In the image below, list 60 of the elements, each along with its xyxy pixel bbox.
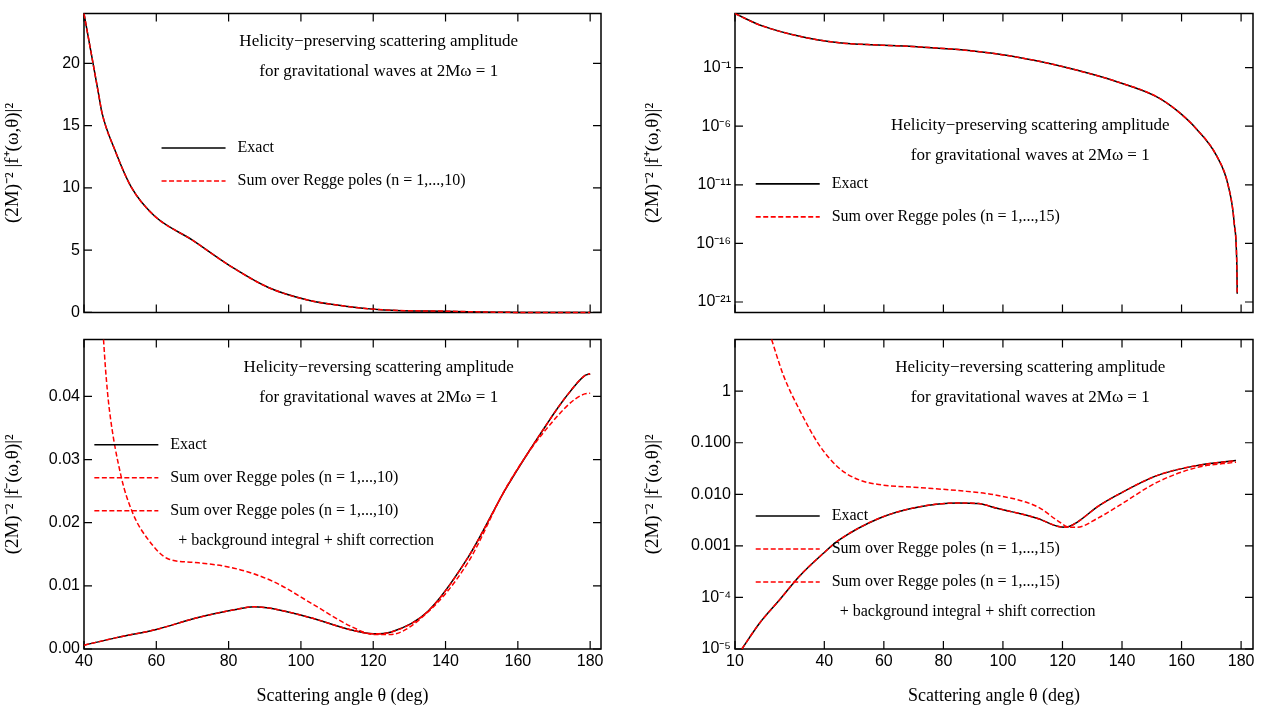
legend-label: Exact — [831, 174, 869, 192]
x-tick-label: 180 — [1227, 652, 1255, 670]
text: Helicity−preserving scattering amplitude — [890, 115, 1170, 135]
y-tick-label: 0.02 — [48, 513, 81, 531]
y-tick-label: 0.03 — [48, 449, 81, 467]
y-tick-label: 10⁻²¹ — [697, 292, 731, 310]
x-tick-label: 80 — [934, 652, 953, 670]
x-tick-label: 60 — [147, 652, 166, 670]
y-tick-label: 20 — [62, 53, 81, 71]
y-tick-label: 0.010 — [690, 484, 732, 502]
y-tick-label: 0.04 — [48, 386, 81, 404]
text: Helicity−reversing scattering amplitude — [243, 357, 514, 377]
x-tick-label: 80 — [219, 652, 238, 670]
legend-label: Exact — [237, 138, 275, 156]
legend-label: Sum over Regge poles (n = 1,...,15) + background integral + shift correction — [831, 572, 1096, 621]
y-tick-label: 10 — [62, 178, 81, 196]
x-tick-label: 180 — [576, 652, 604, 670]
x-tick-label: 100 — [287, 652, 315, 670]
y-axis-title: (2M)⁻² |f⁻(ω,θ)|² — [641, 433, 664, 555]
x-tick-label: 160 — [504, 652, 532, 670]
legend-label: Exact — [170, 435, 208, 452]
legend-label: Sum over Regge poles (n = 1,...,15) — [831, 207, 1060, 226]
y-tick-label: 0.01 — [48, 576, 81, 594]
x-tick-label: 40 — [815, 652, 834, 670]
x-tick-label: 100 — [989, 652, 1017, 670]
y-tick-label: 1 — [722, 381, 732, 399]
y-tick-label: 0.100 — [690, 433, 732, 451]
y-tick-label: 10⁻¹ — [702, 57, 731, 75]
x-tick-label: 60 — [874, 652, 893, 670]
x-tick-label: 160 — [1168, 652, 1195, 670]
text: for gravitational waves at 2Mω = 1 — [910, 145, 1150, 165]
x-tick-label: 120 — [359, 652, 387, 670]
text: Helicity−preserving scattering amplitude — [239, 31, 519, 51]
text: for gravitational waves at 2Mω = 1 — [259, 387, 499, 407]
x-tick-label: 10 — [726, 652, 744, 670]
legend-label: Sum over Regge poles (n = 1,...,10) — [170, 468, 399, 486]
legend-label: Sum over Regge poles (n = 1,...,15) — [831, 539, 1060, 558]
y-tick-label: 10⁻¹⁶ — [696, 233, 731, 251]
y-axis-title: (2M)⁻² |f⁺(ω,θ)|² — [641, 102, 664, 224]
y-tick-label: 0.001 — [690, 536, 732, 554]
y-tick-label: 5 — [71, 240, 81, 258]
y-tick-label: 10⁻⁶ — [701, 116, 731, 134]
text: Helicity−reversing scattering amplitude — [895, 357, 1166, 377]
x-tick-label: 120 — [1049, 652, 1076, 670]
y-tick-label: 15 — [62, 116, 81, 134]
x-tick-label: 140 — [1108, 652, 1136, 670]
y-axis-title: (2M)⁻² |f⁺(ω,θ)|² — [1, 102, 24, 224]
text: for gravitational waves at 2Mω = 1 — [910, 387, 1150, 407]
x-axis-title: Scattering angle θ (deg) — [256, 684, 429, 706]
legend-label: Sum over Regge poles (n = 1,...,10) + background integral + shift correction — [170, 501, 435, 549]
y-tick-label: 0 — [71, 302, 81, 320]
x-axis-title: Scattering angle θ (deg) — [907, 684, 1081, 706]
x-tick-label: 40 — [75, 652, 93, 670]
y-tick-label: 10⁻⁴ — [701, 587, 732, 605]
text: for gravitational waves at 2Mω = 1 — [259, 61, 499, 81]
x-tick-label: 140 — [432, 652, 459, 670]
y-axis-title: (2M)⁻² |f⁻(ω,θ)|² — [1, 433, 24, 555]
y-tick-label: 10⁻¹¹ — [697, 175, 731, 193]
legend-label: Sum over Regge poles (n = 1,...,10) — [237, 171, 466, 190]
legend-label: Exact — [831, 506, 869, 524]
